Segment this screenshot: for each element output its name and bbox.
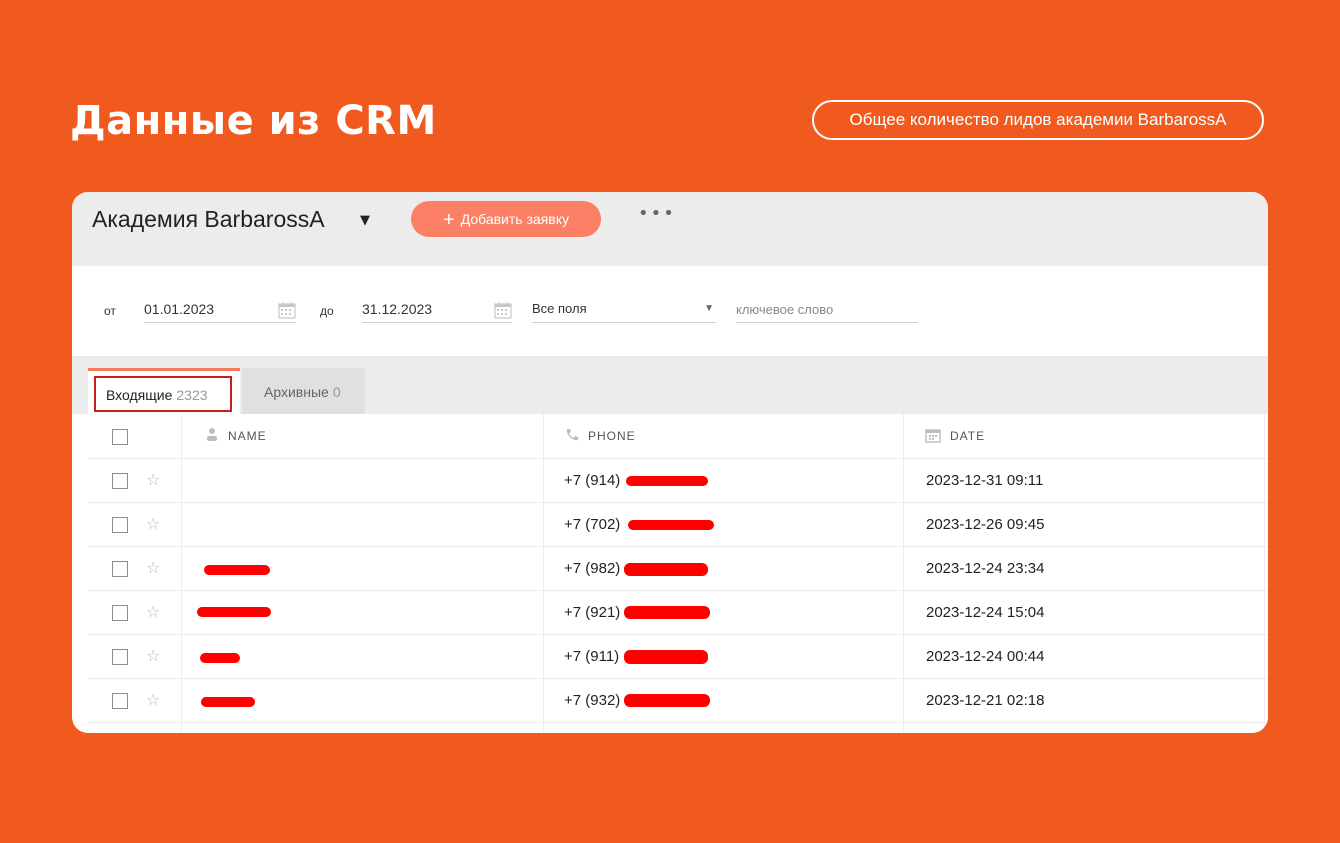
calendar-icon[interactable] xyxy=(278,301,296,319)
date-cell: 2023-12-24 00:44 xyxy=(926,648,1045,665)
filter-bar: от 01.01.2023 до 31.12.2023 Все пол xyxy=(72,266,1268,356)
leads-table: NAME PHONE DATE ☆ +7 (914) 2023-12-31 09… xyxy=(88,414,1268,733)
date-cell: 2023-12-31 09:11 xyxy=(926,472,1044,489)
field-select-value: Все поля xyxy=(532,301,587,316)
row-checkbox[interactable] xyxy=(112,649,128,665)
more-menu-icon[interactable]: ••• xyxy=(638,203,676,224)
star-icon[interactable]: ☆ xyxy=(146,558,161,577)
keyword-input[interactable]: ключевое слово xyxy=(736,296,918,323)
column-date[interactable]: DATE xyxy=(950,429,986,443)
column-phone[interactable]: PHONE xyxy=(588,429,636,443)
date-cell: 2023-12-24 23:34 xyxy=(926,560,1045,577)
table-header: NAME PHONE DATE xyxy=(88,414,1268,459)
redaction-mark xyxy=(201,697,255,707)
field-select[interactable]: Все поля ▼ xyxy=(532,296,716,323)
table-row[interactable]: ☆ +7 (702) 2023-12-26 09:45 xyxy=(88,502,1268,547)
leads-badge: Общее количество лидов академии Barbaros… xyxy=(812,100,1264,140)
phone-cell: +7 (911) xyxy=(564,648,620,665)
table-row[interactable]: ☆ +7 (932) 2023-12-21 02:18 xyxy=(88,678,1268,723)
tab-incoming-count: 2323 xyxy=(176,387,208,403)
date-cell: 2023-12-26 09:45 xyxy=(926,516,1045,533)
redaction-mark xyxy=(624,606,710,619)
tab-incoming[interactable]: Входящие 2323 xyxy=(88,368,240,414)
phone-cell: +7 (914) xyxy=(564,472,621,489)
add-request-button[interactable]: + Добавить заявку xyxy=(411,201,601,237)
date-to-field[interactable]: 31.12.2023 xyxy=(362,296,512,323)
star-icon[interactable]: ☆ xyxy=(146,602,161,621)
add-request-label: Добавить заявку xyxy=(460,211,569,227)
redaction-mark xyxy=(624,650,708,664)
crm-topbar: Академия BarbarossA ▼ + Добавить заявку •… xyxy=(72,192,1268,266)
keyword-placeholder: ключевое слово xyxy=(736,302,834,317)
table-row[interactable]: ☆ +7 (921) 2023-12-24 15:04 xyxy=(88,590,1268,635)
row-checkbox[interactable] xyxy=(112,605,128,621)
phone-cell: +7 (921) xyxy=(564,604,621,621)
redaction-mark xyxy=(624,563,708,576)
slide-title: Данные из CRM xyxy=(70,98,437,144)
select-all-checkbox[interactable] xyxy=(112,429,128,445)
caret-down-icon: ▼ xyxy=(704,303,714,314)
highlight-box xyxy=(94,376,232,412)
table-row[interactable]: ☆ +7 (911) 2023-12-24 00:44 xyxy=(88,634,1268,679)
phone-cell: +7 (932) xyxy=(564,692,621,709)
date-cell: 2023-12-21 02:18 xyxy=(926,692,1045,709)
table-row[interactable]: ☆ +7 (982) 2023-12-24 23:34 xyxy=(88,546,1268,591)
org-selector-label[interactable]: Академия BarbarossA xyxy=(92,206,325,232)
crm-window: Академия BarbarossA ▼ + Добавить заявку •… xyxy=(72,192,1268,733)
caret-down-icon[interactable]: ▼ xyxy=(360,213,370,228)
star-icon[interactable]: ☆ xyxy=(146,646,161,665)
date-to-value: 31.12.2023 xyxy=(362,301,433,317)
tab-archived[interactable]: Архивные 0 xyxy=(242,368,365,414)
tab-archived-label: Архивные xyxy=(264,384,329,400)
row-checkbox[interactable] xyxy=(112,561,128,577)
calendar-icon[interactable] xyxy=(494,301,512,319)
date-cell: 2023-12-24 15:04 xyxy=(926,604,1045,621)
redaction-mark xyxy=(628,520,714,530)
redaction-mark xyxy=(197,607,271,617)
redaction-mark xyxy=(624,694,710,707)
phone-cell: +7 (982) xyxy=(564,560,621,577)
phone-icon xyxy=(566,429,578,441)
date-from-field[interactable]: 01.01.2023 xyxy=(144,296,296,323)
star-icon[interactable]: ☆ xyxy=(146,690,161,709)
row-checkbox[interactable] xyxy=(112,517,128,533)
tab-incoming-label: Входящие xyxy=(106,387,173,403)
row-checkbox[interactable] xyxy=(112,693,128,709)
person-icon xyxy=(207,428,217,441)
redaction-mark xyxy=(204,565,270,575)
star-icon[interactable]: ☆ xyxy=(146,514,161,533)
star-icon[interactable]: ☆ xyxy=(146,470,161,489)
column-name[interactable]: NAME xyxy=(228,429,267,443)
phone-cell: +7 (702) xyxy=(564,516,621,533)
tab-archived-count: 0 xyxy=(332,384,341,400)
tabs-bar: Входящие 2323 Архивные 0 xyxy=(72,356,1268,414)
calendar-icon xyxy=(925,429,941,443)
date-to-label: до xyxy=(320,304,334,318)
redaction-mark xyxy=(626,476,708,486)
table-row[interactable]: ☆ +7 (914) 2023-12-31 09:11 xyxy=(88,458,1268,503)
date-from-label: от xyxy=(104,304,116,318)
redaction-mark xyxy=(200,653,240,663)
date-from-value: 01.01.2023 xyxy=(144,301,215,317)
plus-icon: + xyxy=(443,209,455,231)
row-checkbox[interactable] xyxy=(112,473,128,489)
